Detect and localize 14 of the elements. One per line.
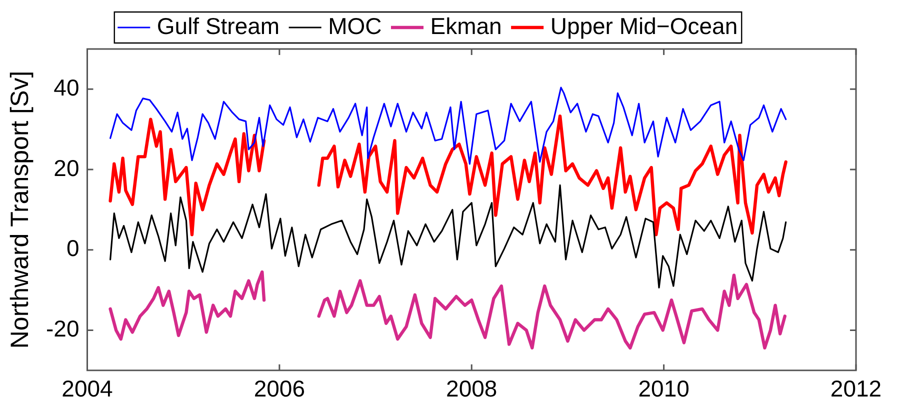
y-tick-label: 0 bbox=[66, 235, 80, 262]
x-tick-label: 2004 bbox=[62, 376, 114, 402]
x-tick-label: 2010 bbox=[638, 376, 690, 402]
legend-label: Ekman bbox=[430, 12, 502, 39]
x-tick-label: 2012 bbox=[830, 376, 882, 402]
legend-label: MOC bbox=[328, 12, 382, 39]
x-tick-label: 2006 bbox=[254, 376, 306, 402]
y-tick-label: 40 bbox=[54, 74, 80, 101]
y-tick-label: -20 bbox=[46, 316, 80, 342]
y-tick-label: 20 bbox=[54, 154, 80, 181]
legend-label: Upper Mid−Ocean bbox=[550, 12, 738, 39]
x-tick-label: 2008 bbox=[446, 376, 498, 402]
legend-label: Gulf Stream bbox=[156, 12, 280, 39]
y-axis-title: Northward Transport [Sv] bbox=[6, 70, 34, 349]
